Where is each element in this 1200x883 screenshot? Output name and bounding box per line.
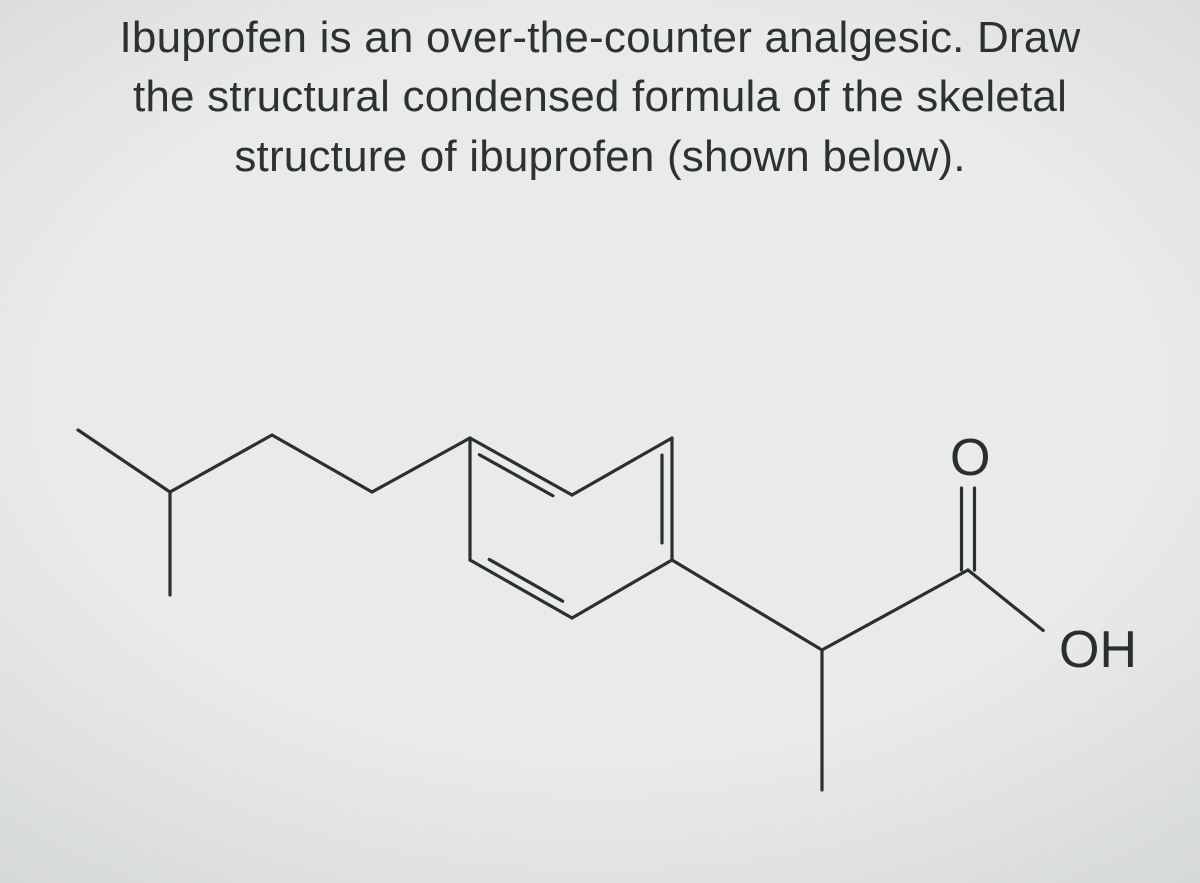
- molecule-diagram: [0, 0, 1200, 883]
- atom-label-oxo: O: [950, 428, 990, 488]
- canvas: Ibuprofen is an over-the-counter analges…: [0, 0, 1200, 883]
- atom-label-hydroxyl: OH: [1059, 620, 1137, 680]
